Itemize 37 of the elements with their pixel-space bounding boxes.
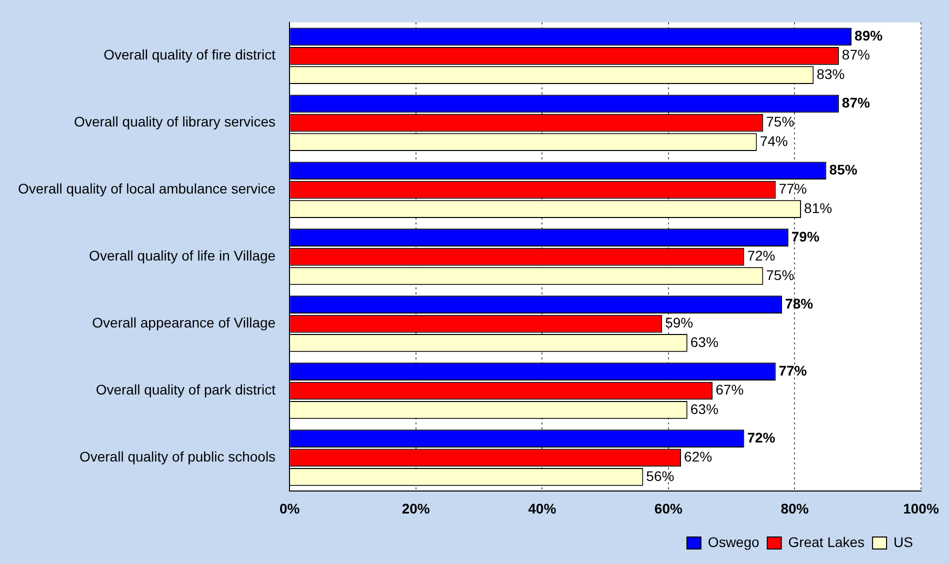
data-label: 75% [766,114,794,130]
x-tick-label: 0% [279,500,300,516]
data-label: 87% [842,94,870,111]
x-tick-label: 60% [654,500,683,516]
data-label: 87% [842,46,870,63]
legend-label: US [894,534,914,550]
data-label: 83% [816,66,845,82]
x-tick-label: 80% [780,500,810,516]
legend-label: Oswego [708,534,760,550]
data-label: 89% [854,28,884,44]
x-tick-label: 20% [402,500,430,516]
data-label: 63% [690,400,718,417]
y-tick-label: Overall quality of public schools [79,448,276,465]
y-tick-label: Overall quality of local ambulance service [18,180,276,197]
data-label: 72% [747,248,776,264]
y-tick-label: Overall quality of park district [96,382,276,398]
x-tick-label: 40% [528,500,557,516]
legend-label: Great Lakes [788,534,865,550]
data-label: 78% [785,295,814,312]
y-tick-label: Overall quality of fire district [104,46,276,63]
data-label: 63% [690,334,718,350]
data-label: 75% [766,266,794,283]
y-tick-label: Overall appearance of Village [92,314,276,331]
data-label: 62% [684,448,712,465]
data-label: 59% [665,314,694,331]
data-label: 79% [791,228,820,244]
data-label: 74% [760,132,788,149]
y-tick-label: Overall quality of library services [74,114,276,130]
data-label: 56% [646,468,674,484]
y-tick-label: Overall quality of life in Village [89,248,276,264]
data-label: 72% [747,429,776,446]
data-label: 81% [804,200,832,216]
data-label: 67% [716,382,744,398]
data-label: 77% [778,362,808,378]
x-tick-label: 100% [903,500,940,516]
data-label: 85% [829,161,858,178]
data-label: 77% [778,180,807,197]
